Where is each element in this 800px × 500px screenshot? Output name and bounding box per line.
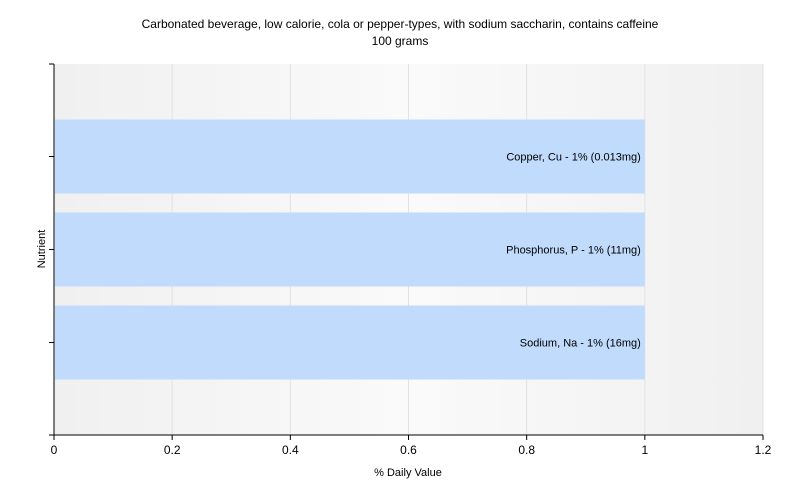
bar-label: Copper, Cu - 1% (0.013mg): [506, 152, 641, 164]
chart-title: Carbonated beverage, low calorie, cola o…: [142, 17, 659, 31]
chart-subtitle: 100 grams: [372, 34, 429, 48]
x-tick-label: 0.4: [282, 443, 299, 457]
x-tick-label: 0.8: [518, 443, 535, 457]
x-tick-label: 0.6: [400, 443, 417, 457]
bar: [55, 212, 645, 287]
x-tick-label: 1.2: [755, 443, 772, 457]
x-tick-label: 0.2: [164, 443, 181, 457]
bars: Copper, Cu - 1% (0.013mg) Phosphorus, P -…: [55, 119, 645, 380]
bar-label: Phosphorus, P - 1% (11mg): [506, 245, 641, 257]
bar: [55, 305, 645, 380]
x-tick-label: 1: [641, 443, 648, 457]
bar: [55, 119, 645, 194]
axes: 0 0.2 0.4 0.6 0.8 1 1.2: [49, 63, 772, 457]
x-axis-label: % Daily Value: [374, 467, 442, 479]
bar-label: Sodium, Na - 1% (16mg): [520, 338, 641, 350]
x-tick-label: 0: [51, 443, 58, 457]
y-axis-label: Nutrient: [36, 230, 48, 269]
